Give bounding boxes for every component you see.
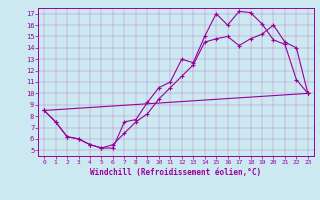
X-axis label: Windchill (Refroidissement éolien,°C): Windchill (Refroidissement éolien,°C) <box>91 168 261 177</box>
